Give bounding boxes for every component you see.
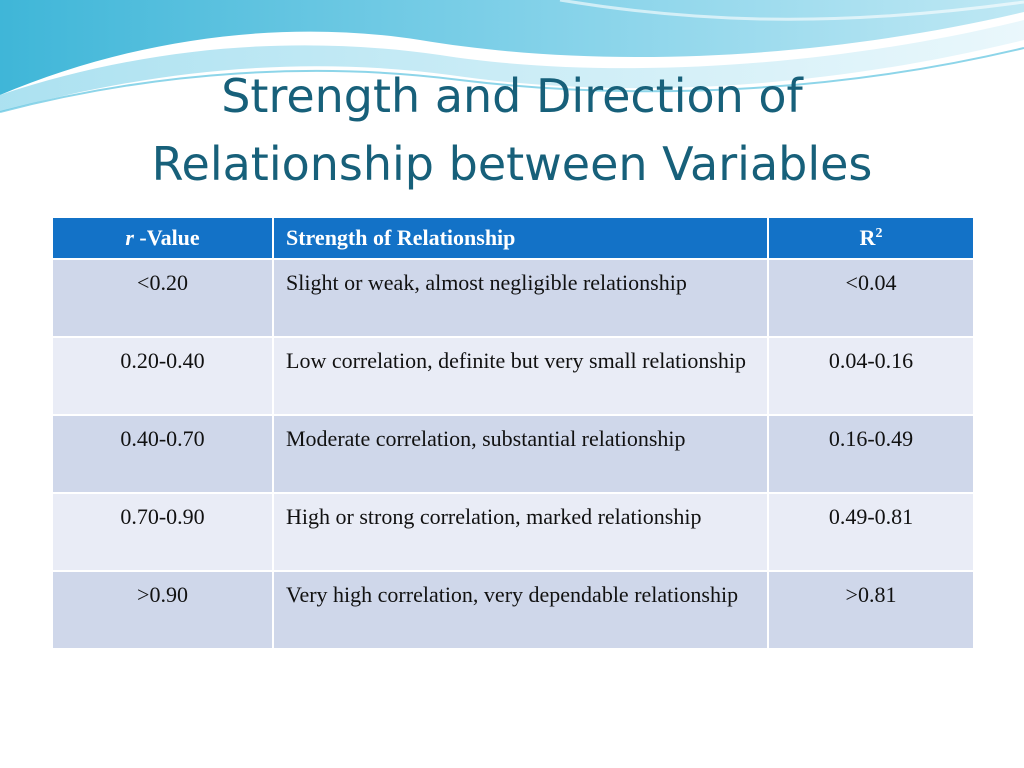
cell-r-value: 0.40-0.70 [51,414,274,494]
header-strength: Strength of Relationship [272,216,769,260]
cell-r-squared: <0.04 [767,258,975,338]
cell-r-squared: 0.16-0.49 [767,414,975,494]
header-r-italic: r [125,225,134,250]
table-header-row: r -Value Strength of Relationship R2 [51,216,975,260]
cell-r-value: 0.70-0.90 [51,492,274,572]
cell-r-squared: 0.49-0.81 [767,492,975,572]
cell-strength: Low correlation, definite but very small… [272,336,769,416]
cell-strength: Moderate correlation, substantial relati… [272,414,769,494]
header-r-squared: R2 [767,216,975,260]
table-row: 0.40-0.70 Moderate correlation, substant… [51,414,975,494]
cell-strength: High or strong correlation, marked relat… [272,492,769,572]
cell-r-value: <0.20 [51,258,274,338]
slide-title-line-2: Relationship between Variables [151,137,873,191]
decorative-wave-banner [0,0,1024,113]
cell-strength: Very high correlation, very dependable r… [272,570,769,650]
table-row: 0.20-0.40 Low correlation, definite but … [51,336,975,416]
cell-r-squared: 0.04-0.16 [767,336,975,416]
table-row: 0.70-0.90 High or strong correlation, ma… [51,492,975,572]
header-r-squared-exponent: 2 [875,226,883,241]
correlation-strength-table: r -Value Strength of Relationship R2 <0.… [51,216,975,650]
table-row: >0.90 Very high correlation, very depend… [51,570,975,650]
table-row: <0.20 Slight or weak, almost negligible … [51,258,975,338]
cell-r-value: >0.90 [51,570,274,650]
header-r-rest: -Value [133,225,200,250]
cell-strength: Slight or weak, almost negligible relati… [272,258,769,338]
cell-r-value: 0.20-0.40 [51,336,274,416]
cell-r-squared: >0.81 [767,570,975,650]
slide-title: Strength and Direction of Relationship b… [0,62,1024,198]
slide-title-line-1: Strength and Direction of [221,69,803,123]
header-r-value: r -Value [51,216,274,260]
header-r-squared-base: R [859,225,876,250]
